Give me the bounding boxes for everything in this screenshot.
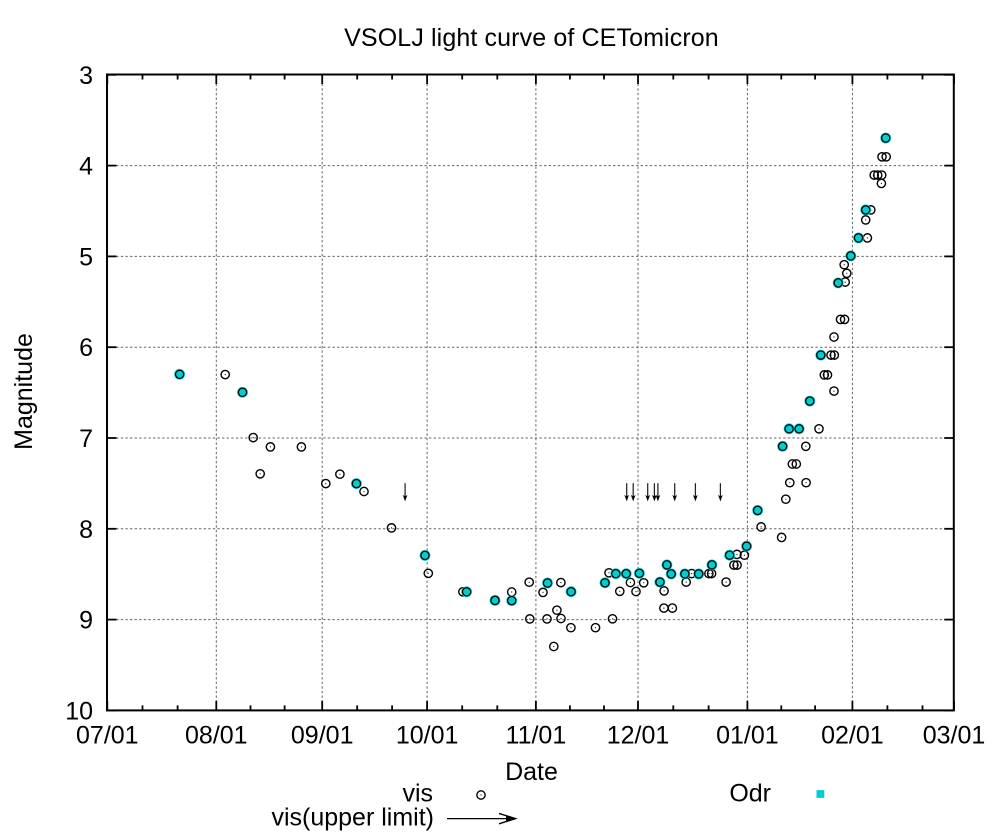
svg-text:01/01: 01/01 <box>716 722 779 750</box>
svg-text:12/01: 12/01 <box>607 722 670 750</box>
svg-text:11/01: 11/01 <box>506 722 567 750</box>
svg-text:vis: vis <box>402 780 433 808</box>
svg-text:08/01: 08/01 <box>185 722 248 750</box>
svg-text:10/01: 10/01 <box>396 722 459 750</box>
svg-text:Odr: Odr <box>729 780 771 808</box>
svg-text:03/01: 03/01 <box>923 722 986 750</box>
svg-text:5: 5 <box>79 243 93 271</box>
svg-text:3: 3 <box>79 62 93 90</box>
svg-text:vis(upper limit): vis(upper limit) <box>271 804 434 832</box>
svg-text:6: 6 <box>79 334 93 362</box>
svg-text:4: 4 <box>79 153 93 181</box>
svg-text:Magnitude: Magnitude <box>10 333 38 450</box>
svg-text:9: 9 <box>79 607 93 635</box>
svg-text:VSOLJ light curve of CETomicro: VSOLJ light curve of CETomicron <box>344 24 719 52</box>
svg-text:09/01: 09/01 <box>291 722 354 750</box>
svg-text:07/01: 07/01 <box>76 722 139 750</box>
svg-text:8: 8 <box>79 516 93 544</box>
svg-text:7: 7 <box>79 425 93 453</box>
svg-text:10: 10 <box>65 697 93 725</box>
svg-text:02/01: 02/01 <box>821 722 884 750</box>
svg-text:Date: Date <box>505 758 558 786</box>
